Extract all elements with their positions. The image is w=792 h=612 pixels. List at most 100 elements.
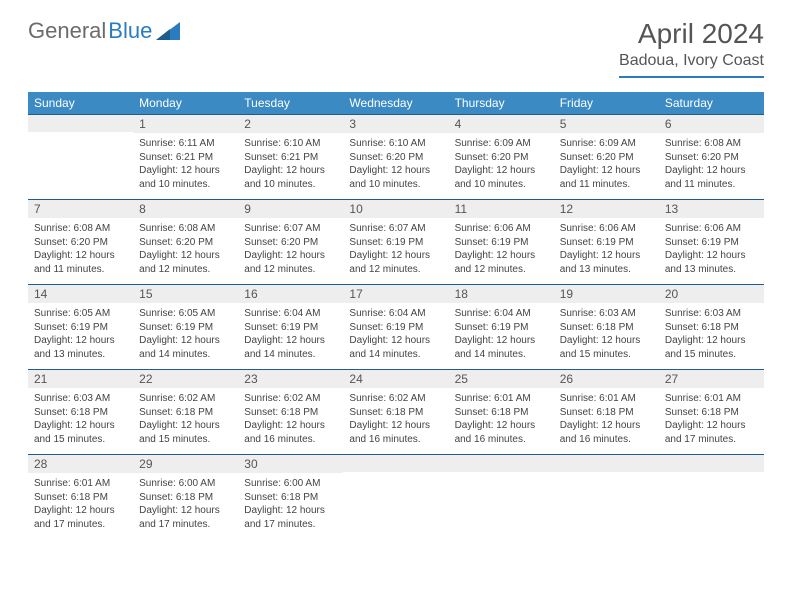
day-number: 22: [133, 369, 238, 388]
page-subtitle: Badoua, Ivory Coast: [619, 52, 764, 78]
day-number: 27: [659, 369, 764, 388]
calendar-cell: 23Sunrise: 6:02 AMSunset: 6:18 PMDayligh…: [238, 369, 343, 454]
day-text: Sunrise: 6:01 AMSunset: 6:18 PMDaylight:…: [554, 388, 659, 454]
brand-part1: General: [28, 18, 106, 44]
day-number: 19: [554, 284, 659, 303]
calendar-cell: 11Sunrise: 6:06 AMSunset: 6:19 PMDayligh…: [449, 199, 554, 284]
weekday-header: Monday: [133, 92, 238, 114]
day-text: Sunrise: 6:09 AMSunset: 6:20 PMDaylight:…: [554, 133, 659, 199]
day-text: Sunrise: 6:03 AMSunset: 6:18 PMDaylight:…: [554, 303, 659, 369]
weekday-header: Sunday: [28, 92, 133, 114]
day-text: Sunrise: 6:06 AMSunset: 6:19 PMDaylight:…: [554, 218, 659, 284]
calendar-cell: 14Sunrise: 6:05 AMSunset: 6:19 PMDayligh…: [28, 284, 133, 369]
calendar-cell: [343, 454, 448, 539]
calendar-cell: 26Sunrise: 6:01 AMSunset: 6:18 PMDayligh…: [554, 369, 659, 454]
page-title: April 2024: [619, 18, 764, 50]
calendar-cell: 8Sunrise: 6:08 AMSunset: 6:20 PMDaylight…: [133, 199, 238, 284]
day-number: 23: [238, 369, 343, 388]
day-number: 11: [449, 199, 554, 218]
day-number: 12: [554, 199, 659, 218]
calendar-cell: 30Sunrise: 6:00 AMSunset: 6:18 PMDayligh…: [238, 454, 343, 539]
calendar-cell: 13Sunrise: 6:06 AMSunset: 6:19 PMDayligh…: [659, 199, 764, 284]
day-number: 25: [449, 369, 554, 388]
calendar-cell: 18Sunrise: 6:04 AMSunset: 6:19 PMDayligh…: [449, 284, 554, 369]
calendar-cell: 1Sunrise: 6:11 AMSunset: 6:21 PMDaylight…: [133, 114, 238, 199]
day-number: 14: [28, 284, 133, 303]
day-number: 13: [659, 199, 764, 218]
page-header: GeneralBlue April 2024 Badoua, Ivory Coa…: [28, 18, 764, 78]
day-text: Sunrise: 6:05 AMSunset: 6:19 PMDaylight:…: [133, 303, 238, 369]
day-text: Sunrise: 6:06 AMSunset: 6:19 PMDaylight:…: [659, 218, 764, 284]
day-text: Sunrise: 6:10 AMSunset: 6:20 PMDaylight:…: [343, 133, 448, 199]
calendar-cell: 12Sunrise: 6:06 AMSunset: 6:19 PMDayligh…: [554, 199, 659, 284]
day-number: 20: [659, 284, 764, 303]
day-number: 30: [238, 454, 343, 473]
day-text: Sunrise: 6:07 AMSunset: 6:19 PMDaylight:…: [343, 218, 448, 284]
day-text: Sunrise: 6:04 AMSunset: 6:19 PMDaylight:…: [238, 303, 343, 369]
empty-daynum: [343, 454, 448, 472]
day-text: Sunrise: 6:04 AMSunset: 6:19 PMDaylight:…: [343, 303, 448, 369]
calendar-cell: 22Sunrise: 6:02 AMSunset: 6:18 PMDayligh…: [133, 369, 238, 454]
day-number: 2: [238, 114, 343, 133]
day-number: 6: [659, 114, 764, 133]
day-text: Sunrise: 6:08 AMSunset: 6:20 PMDaylight:…: [659, 133, 764, 199]
day-text: Sunrise: 6:08 AMSunset: 6:20 PMDaylight:…: [133, 218, 238, 284]
calendar-cell: 9Sunrise: 6:07 AMSunset: 6:20 PMDaylight…: [238, 199, 343, 284]
day-number: 15: [133, 284, 238, 303]
weekday-header: Tuesday: [238, 92, 343, 114]
day-number: 28: [28, 454, 133, 473]
calendar-cell: [449, 454, 554, 539]
day-number: 10: [343, 199, 448, 218]
day-text: Sunrise: 6:07 AMSunset: 6:20 PMDaylight:…: [238, 218, 343, 284]
calendar-cell: 24Sunrise: 6:02 AMSunset: 6:18 PMDayligh…: [343, 369, 448, 454]
calendar-cell: 21Sunrise: 6:03 AMSunset: 6:18 PMDayligh…: [28, 369, 133, 454]
day-number: 9: [238, 199, 343, 218]
day-number: 29: [133, 454, 238, 473]
day-text: Sunrise: 6:03 AMSunset: 6:18 PMDaylight:…: [659, 303, 764, 369]
day-number: 18: [449, 284, 554, 303]
calendar-cell: 29Sunrise: 6:00 AMSunset: 6:18 PMDayligh…: [133, 454, 238, 539]
calendar-cell: [554, 454, 659, 539]
empty-daynum: [554, 454, 659, 472]
day-text: Sunrise: 6:05 AMSunset: 6:19 PMDaylight:…: [28, 303, 133, 369]
calendar-cell: 17Sunrise: 6:04 AMSunset: 6:19 PMDayligh…: [343, 284, 448, 369]
calendar-cell: 10Sunrise: 6:07 AMSunset: 6:19 PMDayligh…: [343, 199, 448, 284]
day-text: Sunrise: 6:03 AMSunset: 6:18 PMDaylight:…: [28, 388, 133, 454]
day-number: 21: [28, 369, 133, 388]
day-number: 4: [449, 114, 554, 133]
empty-daynum: [659, 454, 764, 472]
brand-part2: Blue: [108, 18, 152, 44]
calendar-cell: 16Sunrise: 6:04 AMSunset: 6:19 PMDayligh…: [238, 284, 343, 369]
day-number: 1: [133, 114, 238, 133]
calendar-cell: 3Sunrise: 6:10 AMSunset: 6:20 PMDaylight…: [343, 114, 448, 199]
day-text: Sunrise: 6:02 AMSunset: 6:18 PMDaylight:…: [343, 388, 448, 454]
day-number: 24: [343, 369, 448, 388]
calendar-cell: 19Sunrise: 6:03 AMSunset: 6:18 PMDayligh…: [554, 284, 659, 369]
calendar-cell: 25Sunrise: 6:01 AMSunset: 6:18 PMDayligh…: [449, 369, 554, 454]
calendar-cell: 5Sunrise: 6:09 AMSunset: 6:20 PMDaylight…: [554, 114, 659, 199]
calendar-cell: 27Sunrise: 6:01 AMSunset: 6:18 PMDayligh…: [659, 369, 764, 454]
calendar-cell: 2Sunrise: 6:10 AMSunset: 6:21 PMDaylight…: [238, 114, 343, 199]
day-text: Sunrise: 6:10 AMSunset: 6:21 PMDaylight:…: [238, 133, 343, 199]
empty-daynum: [28, 114, 133, 132]
day-text: Sunrise: 6:00 AMSunset: 6:18 PMDaylight:…: [133, 473, 238, 539]
weekday-header: Thursday: [449, 92, 554, 114]
calendar-cell: 7Sunrise: 6:08 AMSunset: 6:20 PMDaylight…: [28, 199, 133, 284]
calendar-cell: 20Sunrise: 6:03 AMSunset: 6:18 PMDayligh…: [659, 284, 764, 369]
day-text: Sunrise: 6:09 AMSunset: 6:20 PMDaylight:…: [449, 133, 554, 199]
calendar-head: Sunday Monday Tuesday Wednesday Thursday…: [28, 92, 764, 114]
day-text: Sunrise: 6:00 AMSunset: 6:18 PMDaylight:…: [238, 473, 343, 539]
day-number: 26: [554, 369, 659, 388]
title-block: April 2024 Badoua, Ivory Coast: [619, 18, 764, 78]
brand-logo: GeneralBlue: [28, 18, 180, 44]
calendar-body: 1Sunrise: 6:11 AMSunset: 6:21 PMDaylight…: [28, 114, 764, 539]
day-text: Sunrise: 6:02 AMSunset: 6:18 PMDaylight:…: [133, 388, 238, 454]
day-text: Sunrise: 6:01 AMSunset: 6:18 PMDaylight:…: [659, 388, 764, 454]
calendar-cell: [28, 114, 133, 199]
day-text: Sunrise: 6:01 AMSunset: 6:18 PMDaylight:…: [28, 473, 133, 539]
brand-triangle-icon: [156, 22, 180, 40]
weekday-header: Saturday: [659, 92, 764, 114]
calendar-cell: 28Sunrise: 6:01 AMSunset: 6:18 PMDayligh…: [28, 454, 133, 539]
day-text: Sunrise: 6:01 AMSunset: 6:18 PMDaylight:…: [449, 388, 554, 454]
day-number: 7: [28, 199, 133, 218]
